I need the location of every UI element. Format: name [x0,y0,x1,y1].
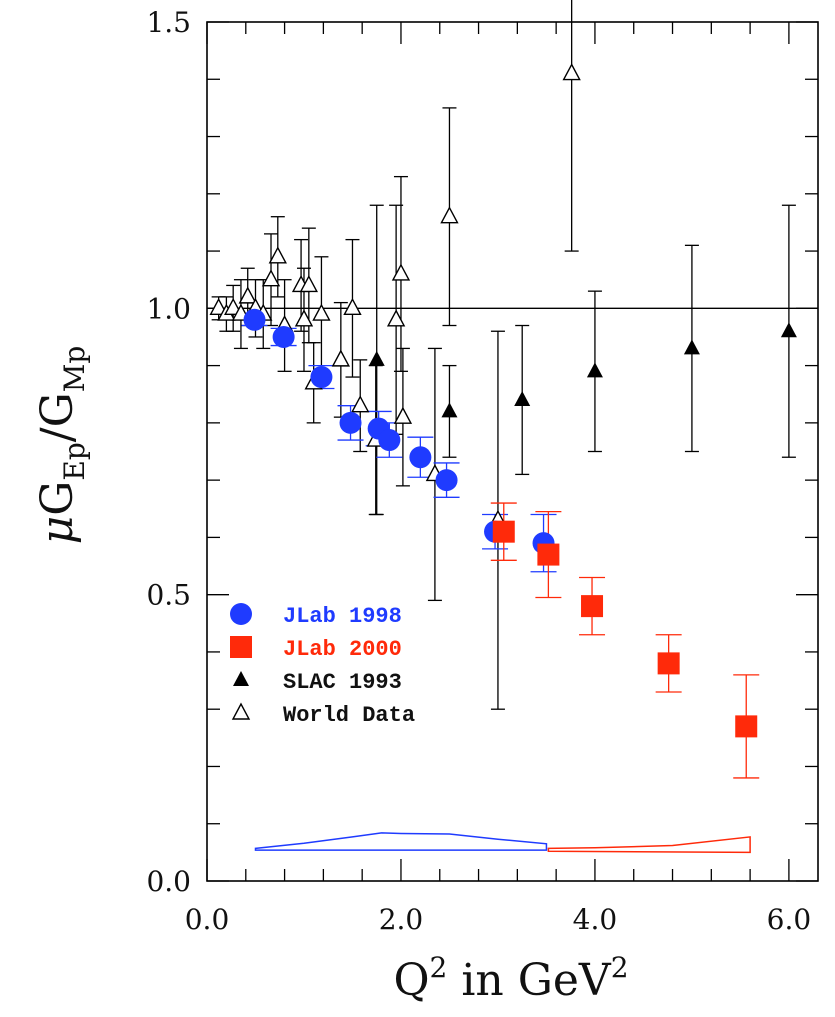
data-point-triangle [683,339,700,355]
legend-marker [230,636,252,658]
x-tick-label: 2.0 [379,903,424,936]
data-point-triangle [368,350,385,366]
legend: JLab 1998 JLab 2000 SLAC 1993 World Data [230,603,415,728]
legend-label: SLAC 1993 [283,670,402,695]
data-point-open-triangle [391,263,411,281]
y-tick-label: 0.5 [146,579,191,612]
data-point-triangle [514,390,531,406]
data-point-circle [339,411,362,434]
data-point-open-triangle [393,406,413,424]
systematic-band [547,836,751,854]
data-point-square [735,715,758,738]
x-tick-label: 6.0 [767,903,812,936]
legend-marker [230,603,252,625]
data-point-open-triangle [562,63,581,81]
data-point-square [657,652,680,675]
legend-marker [231,702,251,720]
legend-label: JLab 1998 [283,604,402,629]
data-point-open-triangle [238,286,257,304]
legend-label: World Data [283,703,415,728]
x-tick-label: 4.0 [573,903,618,936]
plot-frame [206,21,819,882]
data-point-open-triangle [312,303,331,321]
data-point-circle [409,446,432,469]
data-point-circle [435,469,458,492]
data-point-triangle [586,362,603,378]
data-point-triangle [441,402,458,418]
data-point-open-triangle [224,297,243,316]
data-point-open-triangle [209,297,228,316]
y-tick-label: 1.5 [146,6,191,39]
data-point-circle [272,325,295,348]
data-point-open-triangle [294,309,314,327]
data-point-circle [310,366,333,389]
data-point-triangle [780,322,797,338]
y-tick-label: 1.0 [146,292,191,325]
legend-label: JLab 2000 [283,637,402,662]
legend-marker [233,671,249,686]
x-tick-label: 0.0 [185,903,230,936]
data-point-open-triangle [299,274,319,293]
data-point-circle [243,308,266,331]
data-points [209,63,797,738]
data-point-open-triangle [331,349,351,367]
data-point-square [537,543,560,566]
tick-labels: 0.0 2.0 4.0 6.0 0.0 0.5 1.0 1.5 [146,6,811,936]
x-axis-title: Q2 in GeV2 [393,951,628,1006]
y-tick-label: 0.0 [146,865,191,898]
data-point-open-triangle [261,269,281,287]
data-point-open-triangle [343,297,362,316]
axis-ticks [206,21,818,882]
data-point-open-triangle [386,309,406,327]
plot-area-border [206,21,819,882]
data-point-open-triangle [351,395,370,413]
data-point-square [492,520,515,543]
data-point-open-triangle [440,206,459,224]
data-point-circle [378,429,401,452]
systematic-bands [254,832,751,854]
data-point-square [581,595,604,618]
y-axis-title: μGEp/GMp [32,346,91,545]
systematic-band [254,832,548,851]
data-point-open-triangle [268,246,287,264]
